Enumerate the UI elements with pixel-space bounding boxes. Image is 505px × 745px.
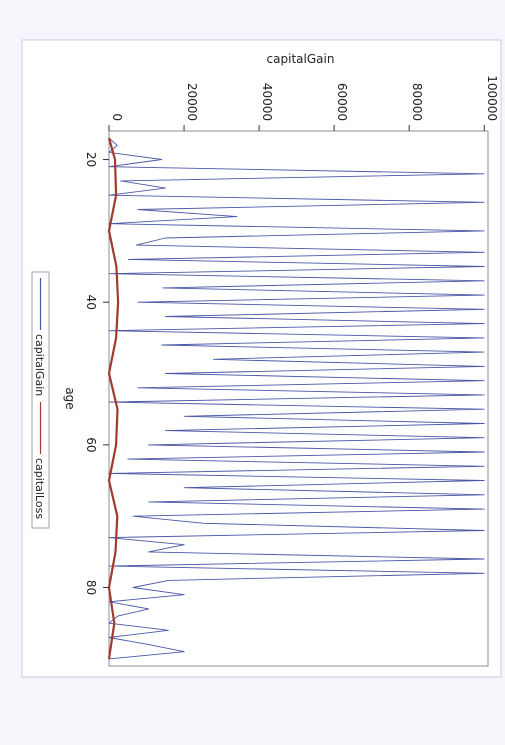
value-tick-label: 20000 xyxy=(185,83,199,121)
legend-label-capitalloss: capitalLoss xyxy=(33,458,46,519)
value-tick-label: 60000 xyxy=(335,83,349,121)
series-layer xyxy=(107,137,485,660)
value-tick-label: 0 xyxy=(110,113,124,121)
legend-label-capitalgain: capitalGain xyxy=(33,334,46,396)
value-tick-label: 40000 xyxy=(260,83,274,121)
value-tick-label: 80000 xyxy=(410,83,424,121)
age-tick-label: 60 xyxy=(84,437,98,452)
y-axis-title: capitalGain xyxy=(267,52,335,66)
axis-layer: 0 20000 40000 60000 80000 100000 20 40 60 80 xyxy=(84,75,499,595)
age-tick-label: 40 xyxy=(84,295,98,310)
series-line-capitalloss xyxy=(107,137,120,660)
legend-box xyxy=(31,271,50,529)
value-tick-label: 100000 xyxy=(485,75,499,121)
legend: capitalGain capitalLoss xyxy=(31,271,50,529)
age-tick-label: 20 xyxy=(84,152,98,167)
x-axis-title: age xyxy=(63,387,77,409)
series-line-capitalgain xyxy=(108,137,485,660)
age-tick-label: 80 xyxy=(84,580,98,595)
